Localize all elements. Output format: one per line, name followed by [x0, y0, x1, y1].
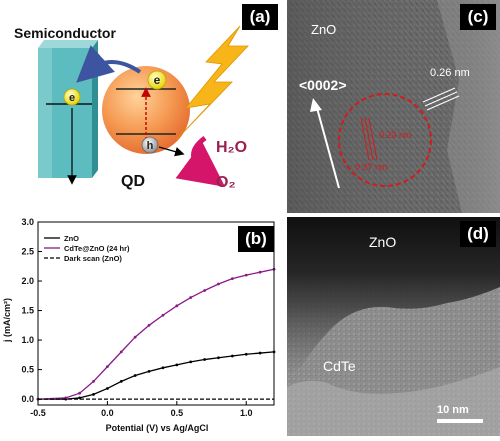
y-tick-label: 2.5 [21, 247, 34, 257]
hole-icon [141, 136, 159, 154]
y-tick-label: 1.5 [21, 306, 34, 316]
x-tick-label: 0.5 [171, 408, 184, 418]
data-point [244, 352, 248, 356]
plot-frame [37, 221, 275, 406]
data-point [106, 387, 109, 390]
data-point [175, 363, 179, 367]
y-tick-label: 2.0 [21, 276, 34, 286]
tem-panel-d: ZnO CdTe 10 nm (d) [287, 217, 500, 436]
hrtem-panel-c: ZnO <0002> 0.26 nm 0.23 nm 0.37 nm (c) [287, 0, 500, 213]
direction-arrow [316, 107, 340, 189]
zno-region [287, 217, 500, 377]
data-point [119, 350, 123, 354]
spacing-inner-label-1: 0.23 nm [379, 130, 412, 140]
data-point [92, 392, 95, 396]
data-point [133, 374, 137, 377]
data-point [106, 365, 109, 369]
data-point [175, 304, 179, 308]
y-tick-label: 3.0 [21, 217, 34, 227]
electron-icon [63, 88, 81, 106]
electron-label-right: e [154, 73, 161, 87]
x-tick-label: 1.0 [240, 408, 253, 418]
lightning-icon [175, 25, 249, 141]
fringe-marker [422, 87, 456, 103]
electron-icon [147, 70, 167, 90]
data-point [217, 356, 220, 360]
data-point [258, 270, 262, 274]
data-point [230, 277, 234, 281]
jv-chart-panel: -0.5 0.0 0.5 1.0 0.0 0.5 1.0 1.5 2.0 2.5 3.0 ZnO Cd… [0, 212, 282, 436]
x-tick-label: 0.0 [101, 408, 114, 418]
electron-transfer-arrow [76, 45, 142, 83]
oxidation-arrow [175, 135, 226, 187]
data-point [217, 282, 220, 286]
schematic-panel: Semiconductor e e h QD H₂O O₂ (a) [0, 0, 282, 210]
cdte-label: CdTe [323, 358, 356, 374]
semiconductor-block [38, 40, 98, 178]
spacing-outer-label: 0.26 nm [430, 67, 470, 79]
panel-c-label: (c) [460, 4, 496, 30]
scale-bar-label: 10 nm [437, 404, 469, 416]
data-point [203, 358, 206, 361]
legend-entry: ZnO [64, 234, 79, 243]
y-tick-label: 0.5 [21, 365, 34, 375]
qd-fringe [364, 117, 374, 161]
panel-d-label: (d) [460, 221, 496, 247]
direction-arrowhead [310, 98, 322, 112]
spacing-inner-label-2: 0.37 nm [355, 162, 388, 172]
tem-image-d: ZnO CdTe 10 nm [287, 217, 500, 436]
fringe-marker [424, 91, 458, 107]
fringe-marker [426, 95, 460, 111]
h2o-label: H₂O [216, 139, 247, 156]
series-line [37, 268, 275, 400]
data-point [78, 391, 82, 395]
zno-label: ZnO [311, 22, 336, 37]
y-tick-label: 0.0 [21, 394, 34, 404]
data-point [92, 379, 95, 383]
panel-b-label: (b) [238, 226, 274, 252]
qd-fringe [368, 117, 378, 161]
data-point [119, 379, 123, 383]
semiconductor-label: Semiconductor [14, 25, 116, 41]
y-tick-label: 1.0 [21, 335, 34, 345]
data-point [258, 351, 262, 355]
data-point [244, 273, 248, 277]
data-point [147, 323, 151, 327]
o2-label: O₂ [216, 174, 236, 191]
qd-fringe [360, 117, 370, 161]
electron-label-left: e [69, 92, 75, 104]
jv-chart: -0.5 0.0 0.5 1.0 0.0 0.5 1.0 1.5 2.0 2.5 3.0 ZnOCd… [2, 217, 276, 433]
qd-label: QD [121, 173, 145, 190]
cdte-qd-outline [338, 93, 432, 187]
legend-entry: CdTe@ZnO (24 hr) [64, 244, 130, 253]
data-point [189, 360, 193, 364]
x-tick-label: -0.5 [30, 408, 46, 418]
data-point [133, 335, 137, 339]
legend-entry: Dark scan (ZnO) [64, 254, 122, 263]
x-axis-label: Potential (V) vs Ag/AgCl [106, 423, 209, 433]
hole-label: h [147, 140, 154, 152]
data-point [147, 369, 151, 373]
data-point [230, 354, 234, 358]
zno-label: ZnO [369, 234, 396, 250]
data-point [161, 313, 165, 317]
series-line [38, 351, 275, 400]
schematic-svg: Semiconductor e e h QD H₂O O₂ [14, 25, 249, 191]
cdte-edge [287, 367, 500, 436]
data-point [203, 289, 206, 292]
data-point [161, 366, 165, 370]
panel-a-label: (a) [242, 4, 278, 30]
hrtem-image-c: ZnO <0002> 0.26 nm 0.23 nm 0.37 nm [287, 0, 500, 213]
data-point [189, 296, 193, 299]
direction-label: <0002> [299, 77, 347, 93]
y-axis-label: j (mA/cm²) [2, 298, 12, 343]
